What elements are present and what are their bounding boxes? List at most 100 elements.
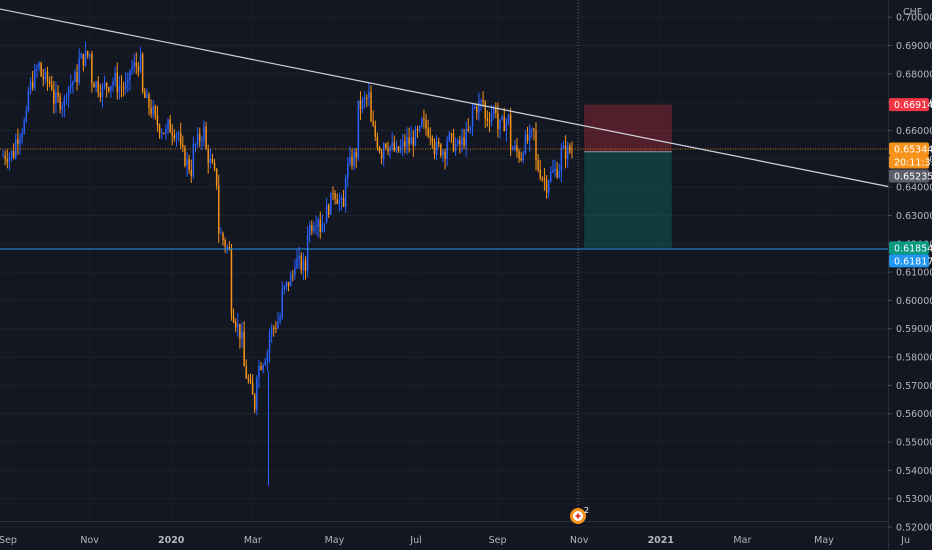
- candle-body: [484, 102, 486, 119]
- price-tick-label: 0.52000: [896, 523, 932, 534]
- candle-body: [361, 99, 364, 110]
- candle-body: [89, 54, 91, 56]
- candle-body: [116, 72, 118, 93]
- price-axis-background: [888, 0, 932, 550]
- candle-body: [450, 133, 453, 135]
- candle-body: [569, 145, 571, 152]
- candle-body: [6, 159, 9, 162]
- candle-body: [2, 155, 4, 157]
- candle-body: [283, 286, 286, 290]
- candle-body: [15, 139, 17, 158]
- candle-body: [86, 51, 89, 56]
- candle-body: [518, 151, 520, 159]
- candle-body: [34, 69, 36, 89]
- candle-body: [342, 197, 345, 207]
- candle-body: [171, 132, 173, 136]
- candle-body: [237, 323, 239, 328]
- candle-body: [402, 141, 404, 147]
- time-tick-label: May: [325, 535, 345, 546]
- candle-body: [63, 98, 66, 107]
- candle-body: [110, 85, 112, 91]
- drawings[interactable]: [0, 0, 889, 521]
- price-tag-background: [889, 98, 929, 112]
- candle-body: [154, 106, 157, 116]
- candle-body: [533, 128, 535, 131]
- price-tick-label: 0.68000: [896, 69, 932, 80]
- candle-body: [448, 133, 451, 141]
- time-tick-label: Mar: [733, 535, 751, 546]
- price-tag-background: [889, 241, 929, 255]
- candle-body: [256, 377, 258, 410]
- candle-body: [156, 115, 159, 126]
- candle-body: [435, 141, 438, 155]
- candle-body: [488, 120, 491, 122]
- candle-body: [232, 315, 235, 323]
- candle-body: [48, 81, 51, 85]
- candle-body: [184, 147, 186, 166]
- candle-body: [74, 72, 76, 82]
- candle-body: [467, 128, 470, 131]
- candle-body: [359, 100, 362, 110]
- candle-body: [323, 223, 326, 225]
- candle-body: [554, 168, 556, 171]
- candle-body: [211, 158, 214, 163]
- candle-body: [160, 132, 163, 134]
- candle-body: [38, 62, 40, 69]
- candle-body: [78, 58, 80, 83]
- price-tag: 0.66914: [889, 98, 932, 112]
- candle-body: [406, 137, 408, 147]
- candle-body: [355, 151, 357, 158]
- candle-body: [285, 281, 288, 287]
- candle-body: [270, 327, 273, 335]
- event-badge[interactable]: 2: [570, 506, 589, 524]
- price-tag-background: [889, 254, 929, 268]
- candle-body: [545, 179, 548, 193]
- candle-body: [497, 113, 499, 130]
- candle-body: [76, 72, 78, 83]
- price-tag: 0.61854: [889, 241, 932, 255]
- take-profit-zone[interactable]: [584, 151, 672, 248]
- price-tag-background: [889, 155, 929, 169]
- candle-body: [241, 331, 243, 340]
- candle-body: [222, 233, 224, 241]
- trendline[interactable]: [0, 0, 889, 188]
- candle-body: [135, 62, 138, 67]
- candle-body: [315, 226, 317, 229]
- candle-body: [372, 121, 374, 126]
- candle-body: [260, 365, 262, 370]
- candle-body: [40, 62, 42, 77]
- candle-body: [294, 268, 296, 275]
- time-axis[interactable]: Sep Nov 2020 Mar May Jul Sep Nov 2021 Mar May Ju: [0, 521, 910, 547]
- candle-body: [122, 87, 125, 89]
- price-axis[interactable]: 0.700000.690000.680000.670000.660000.650…: [888, 0, 932, 550]
- candle-body: [317, 219, 319, 227]
- candle-body: [253, 394, 256, 410]
- candle-body: [182, 144, 184, 148]
- candle-body: [50, 84, 53, 90]
- candle-body: [543, 178, 546, 180]
- price-tag-background: [889, 169, 929, 183]
- candle-body: [374, 125, 377, 137]
- time-tick-label: Sep: [489, 535, 507, 546]
- candle-body: [127, 79, 129, 83]
- time-tick-label: Jul: [409, 535, 421, 546]
- candle-body: [547, 180, 550, 193]
- candle-body: [311, 225, 313, 231]
- time-tick-label: 2020: [158, 535, 185, 546]
- candle-body: [179, 133, 182, 145]
- currency-label-group: CHF: [903, 7, 922, 18]
- price-tick-label: 0.57000: [896, 381, 932, 392]
- candle-body: [427, 128, 429, 137]
- position-zones[interactable]: [584, 104, 672, 248]
- price-tag: 0.65344: [889, 142, 932, 156]
- candle-body: [520, 158, 522, 161]
- candle-body: [21, 132, 23, 139]
- candle-body: [245, 366, 248, 379]
- candle-body: [423, 118, 425, 120]
- candle-body: [330, 192, 332, 215]
- price-tag-label: 0.65235: [894, 172, 932, 183]
- candle-body: [220, 233, 222, 235]
- time-tick-label: Mar: [244, 535, 262, 546]
- price-tag-label: 0.61817: [894, 256, 932, 267]
